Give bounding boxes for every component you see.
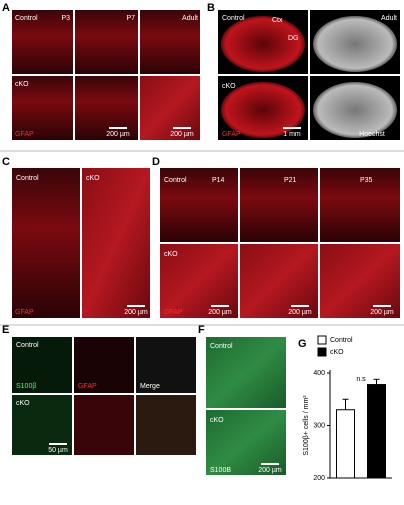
image-label: 200 µm	[208, 309, 232, 316]
panel-letter: E	[2, 324, 9, 336]
image-label: cKO	[86, 175, 100, 182]
panel-letter: B	[207, 2, 215, 14]
micrograph	[140, 10, 200, 74]
image-label: cKO	[16, 400, 30, 407]
image-label: cKO	[15, 81, 29, 88]
brain-section	[313, 16, 397, 72]
image-label: P21	[284, 177, 297, 184]
micrograph	[12, 10, 73, 74]
legend-swatch	[317, 347, 327, 357]
y-tick-label: 200	[313, 475, 325, 482]
micrograph	[12, 76, 73, 140]
image-label: cKO	[210, 417, 224, 424]
bar	[336, 409, 355, 479]
panel-letter: F	[198, 324, 205, 336]
image-label: Control	[16, 342, 39, 349]
image-label: Adult	[381, 15, 397, 22]
image-label: GFAP	[222, 131, 241, 138]
image-label: cKO	[222, 83, 236, 90]
image-label: 1 mm	[283, 131, 301, 138]
image-label: GFAP	[15, 309, 34, 316]
image-label: P14	[212, 177, 225, 184]
bar	[367, 384, 386, 479]
micrograph	[75, 10, 138, 74]
panel-letter: C	[2, 156, 10, 168]
legend-label: Control	[330, 337, 353, 344]
image-label: Adult	[182, 15, 198, 22]
brain-section	[221, 82, 305, 138]
image-label: Control	[164, 177, 187, 184]
micrograph	[75, 76, 138, 140]
micrograph	[160, 168, 238, 242]
image-label: Control	[222, 15, 245, 22]
image-label: GFAP	[15, 131, 34, 138]
image-label: DG	[288, 35, 299, 42]
brain-section	[313, 82, 397, 138]
y-tick-label: 300	[313, 422, 325, 429]
micrograph	[12, 168, 80, 318]
image-label: Control	[16, 175, 39, 182]
micrograph	[12, 337, 72, 393]
micrograph	[74, 395, 134, 455]
brain-section	[221, 16, 305, 72]
image-label: 200 µm	[124, 309, 148, 316]
image-label: Ctx	[272, 17, 283, 24]
micrograph	[240, 168, 318, 242]
panel-letter: D	[152, 156, 160, 168]
image-label: Hoechst	[359, 131, 385, 138]
legend-swatch	[317, 335, 327, 345]
image-label: P3	[61, 15, 70, 22]
image-label: 200 µm	[258, 467, 282, 474]
image-label: 200 µm	[106, 131, 130, 138]
image-label: 200 µm	[288, 309, 312, 316]
image-label: Control	[15, 15, 38, 22]
image-label: P7	[126, 15, 135, 22]
image-label: Merge	[140, 383, 160, 390]
image-label: S100B	[210, 467, 231, 474]
micrograph	[74, 337, 134, 393]
panel-letter: G	[298, 338, 307, 350]
image-label: 50 µm	[48, 447, 68, 454]
image-label: 200 µm	[370, 309, 394, 316]
image-label: P35	[360, 177, 373, 184]
y-tick-label: 400	[313, 370, 325, 377]
annotation: n.s	[356, 376, 366, 383]
micrograph	[136, 337, 196, 393]
micrograph	[206, 337, 286, 408]
micrograph	[82, 168, 150, 318]
image-label: S100β	[16, 383, 36, 390]
y-axis-label: S100β+ cells / mm²	[303, 395, 310, 456]
micrograph	[320, 168, 400, 242]
image-label: 200 µm	[170, 131, 194, 138]
image-label: Control	[210, 343, 233, 350]
image-label: cKO	[164, 251, 178, 258]
image-label: GFAP	[164, 309, 183, 316]
image-label: GFAP	[78, 383, 97, 390]
micrograph	[136, 395, 196, 455]
legend-label: cKO	[330, 349, 344, 356]
micrograph	[140, 76, 200, 140]
image-layer	[0, 10, 404, 475]
panel-letter: A	[2, 2, 10, 14]
